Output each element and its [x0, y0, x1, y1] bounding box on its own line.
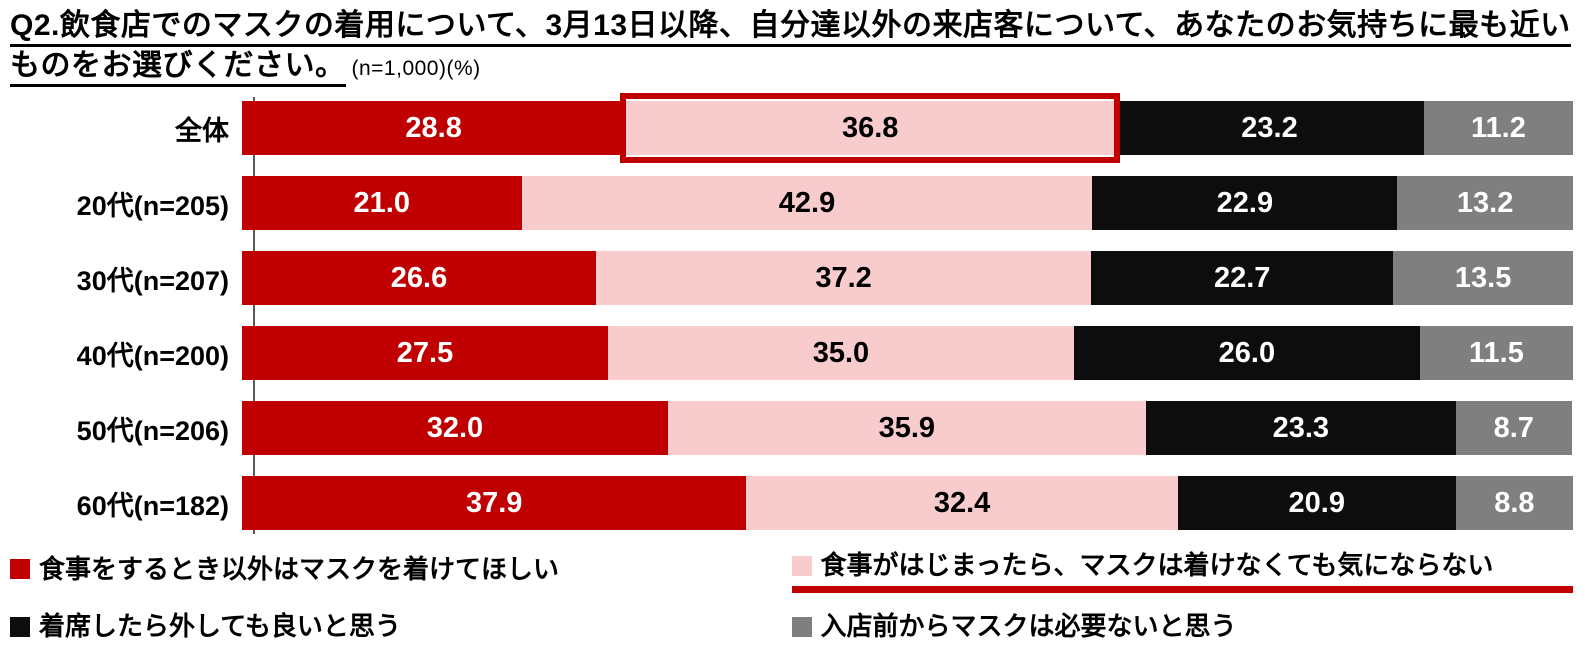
bar-segment: 37.2 [596, 251, 1092, 306]
bar-segment: 22.7 [1091, 251, 1394, 306]
bar-value-label: 21.0 [353, 186, 410, 219]
chart-row: 全体 28.8 36.8 23.2 11.2 [10, 93, 1573, 164]
category-label: 50代(n=206) [76, 415, 229, 446]
legend-label: 着席したら外しても良いと思う [39, 611, 401, 642]
category-label: 20代(n=205) [76, 190, 229, 221]
legend-item-no-mask-needed-before-entering: 入店前からマスクは必要ないと思う [791, 611, 1574, 647]
chart-row: 20代(n=205) 21.0 42.9 22.9 13.2 [10, 176, 1573, 231]
bar-stack: 37.9 32.4 20.9 8.8 [242, 476, 1573, 531]
bar-value-label: 22.7 [1213, 261, 1271, 294]
bar-segment: 8.8 [1455, 476, 1573, 531]
bar-value-label: 32.4 [933, 486, 991, 519]
legend-label: 食事をするとき以外はマスクを着けてほしい [39, 553, 560, 584]
bar-segment: 27.5 [242, 326, 609, 381]
bar-value-label: 11.5 [1469, 336, 1524, 369]
chart-title-block: Q2.飲食店でのマスクの着用について、3月13日以降、自分達以外の来店客について… [10, 6, 1573, 87]
bar-segment: 8.7 [1455, 401, 1572, 456]
bar-value-label: 13.5 [1454, 261, 1512, 294]
bar-value-label: 26.0 [1218, 336, 1276, 369]
legend-item-dont-mind-once-eating: 食事がはじまったら、マスクは着けなくても気にならない [791, 550, 1573, 594]
bar-value-label: 37.2 [815, 261, 872, 294]
bar-value-label: 37.9 [465, 486, 523, 519]
bar-value-label: 11.2 [1471, 111, 1526, 144]
stacked-bar-chart: 全体 28.8 36.8 23.2 11.2 20代(n=205) 21.0 42.9 22.9… [10, 93, 1573, 535]
bar-segment: 26.6 [242, 251, 597, 306]
bar-value-label: 22.9 [1216, 186, 1274, 219]
bar-segment: 32.0 [242, 401, 668, 456]
category-label: 30代(n=207) [76, 265, 229, 296]
y-axis-line [253, 97, 255, 535]
bar-stack: 27.5 35.0 26.0 11.5 [242, 326, 1573, 381]
bar-value-label: 42.9 [778, 186, 836, 219]
legend-label: 食事がはじまったら、マスクは着けなくても気にならない [820, 550, 1494, 581]
bar-value-label: 35.0 [812, 336, 870, 369]
legend-item-wear-except-eating: 食事をするとき以外はマスクを着けてほしい [10, 550, 792, 593]
bar-value-label: 23.3 [1272, 411, 1330, 444]
bar-value-label: 27.5 [396, 336, 454, 369]
legend-swatch-gray [791, 616, 812, 637]
bar-stack: 32.0 35.9 23.3 8.7 [242, 401, 1573, 456]
chart-title: Q2.飲食店でのマスクの着用について、3月13日以降、自分達以外の来店客について… [10, 9, 1571, 87]
bar-segment: 37.9 [242, 476, 747, 531]
legend-swatch-dark-red [10, 559, 30, 580]
bar-stack: 28.8 36.8 23.2 11.2 [242, 93, 1573, 164]
bar-segment: 23.3 [1145, 401, 1456, 456]
category-label: 全体 [175, 115, 229, 146]
legend-swatch-pink [791, 555, 812, 576]
bar-segment: 36.8 [620, 93, 1120, 164]
bar-value-label: 8.7 [1493, 411, 1534, 444]
bar-stack: 26.6 37.2 22.7 13.5 [242, 251, 1573, 306]
chart-row: 30代(n=207) 26.6 37.2 22.7 13.5 [10, 251, 1573, 306]
bar-segment: 35.0 [608, 326, 1074, 381]
bar-segment: 22.9 [1092, 176, 1398, 231]
chart-row: 50代(n=206) 32.0 35.9 23.3 8.7 [10, 401, 1573, 456]
bar-segment: 32.4 [746, 476, 1178, 531]
bar-value-label: 32.0 [426, 411, 484, 444]
category-label: 40代(n=200) [76, 340, 229, 371]
bar-segment: 26.0 [1073, 326, 1420, 381]
sample-size-note: (n=1,000)(%) [351, 56, 481, 80]
bar-value-label: 13.2 [1456, 186, 1514, 219]
bar-value-label: 26.6 [390, 261, 448, 294]
chart-row: 60代(n=182) 37.9 32.4 20.9 8.8 [10, 476, 1573, 531]
bar-segment: 20.9 [1177, 476, 1456, 531]
legend-item-ok-to-remove-when-seated: 着席したら外しても良いと思う [10, 611, 792, 647]
bar-value-label: 23.2 [1241, 111, 1298, 144]
bar-stack: 21.0 42.9 22.9 13.2 [242, 176, 1573, 231]
bar-value-label: 20.9 [1288, 486, 1345, 519]
bar-value-label: 8.8 [1494, 486, 1535, 519]
bar-segment: 35.9 [667, 401, 1146, 456]
bar-segment: 11.5 [1419, 326, 1573, 381]
category-label: 60代(n=182) [76, 490, 229, 521]
bar-segment: 11.2 [1423, 101, 1573, 156]
legend-swatch-black [10, 616, 30, 637]
bar-value-label: 36.8 [841, 111, 899, 144]
bar-value-label: 35.9 [878, 411, 936, 444]
bar-segment: 13.2 [1397, 176, 1573, 231]
bar-segment: 21.0 [242, 176, 522, 231]
bar-segment: 42.9 [521, 176, 1093, 231]
chart-legend: 食事をするとき以外はマスクを着けてほしい 食事がはじまったら、マスクは着けなくて… [10, 550, 1573, 647]
bar-segment: 23.2 [1115, 101, 1424, 156]
bar-segment: 13.5 [1393, 251, 1573, 306]
bar-value-label: 28.8 [405, 111, 462, 144]
bar-segment: 28.8 [242, 101, 626, 156]
chart-row: 40代(n=200) 27.5 35.0 26.0 11.5 [10, 326, 1573, 381]
legend-label: 入店前からマスクは必要ないと思う [820, 611, 1237, 642]
